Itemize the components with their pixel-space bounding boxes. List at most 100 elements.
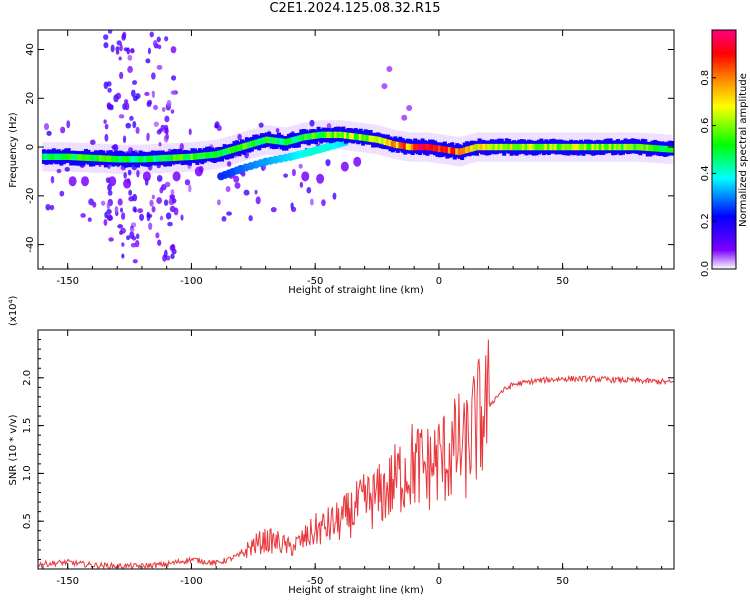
spectrogram-trace-core	[460, 148, 464, 155]
spectrogram-x-tick-label: -150	[56, 276, 79, 287]
spectrogram-trace-core	[546, 143, 551, 151]
spectrogram-trace-core	[314, 132, 318, 139]
spectrogram-noise-point	[128, 189, 133, 196]
spectrogram-noise-point	[237, 133, 242, 141]
spectrogram-noise-point	[114, 206, 119, 214]
spectrogram-noise-point	[123, 172, 127, 179]
spectrogram-blob	[386, 66, 393, 73]
spectrogram-noise-point	[103, 119, 107, 124]
spectrogram-noise-point	[159, 215, 164, 221]
spectrogram-trace-core	[304, 133, 308, 141]
spectrogram-trace-core	[531, 143, 536, 151]
spectrogram-noise-point	[127, 169, 132, 176]
spectrogram-trace-core	[91, 154, 95, 162]
spectrogram-trace-core	[140, 156, 145, 163]
snr-plot: -150 -100 -50 0 50 0.5 1.0 1.5 2.0 Height of str…	[8, 295, 675, 596]
spectrogram-trace-core	[393, 141, 397, 148]
spectrogram-trace-core	[428, 144, 432, 151]
spectrogram-trace-core	[420, 143, 425, 151]
snr-y-axis-label: SNR (10 * v/v)	[8, 414, 19, 485]
snr-x-tick-label: -150	[56, 576, 79, 587]
spectrogram-trace-core	[569, 143, 573, 151]
spectrogram-x-tick-label: 0	[436, 276, 442, 287]
spectrogram-trace-core	[126, 156, 130, 163]
spectrogram-trace-core	[363, 134, 368, 142]
spectrogram-noise-point	[164, 181, 171, 188]
spectrogram-trace-core	[571, 143, 576, 151]
spectrogram-noise-point	[248, 215, 253, 222]
spectrogram-noise-point	[152, 104, 159, 111]
spectrogram-trace-core	[606, 143, 610, 151]
spectrogram-noise-point	[156, 174, 163, 182]
spectrogram-trace-core	[618, 143, 623, 151]
spectrogram-trace-core	[108, 155, 113, 163]
spectrogram-trace-core	[284, 139, 288, 146]
spectrogram-trace-core	[316, 132, 321, 139]
spectrogram-trace-core	[455, 148, 459, 155]
colorbar-frame	[711, 29, 737, 270]
spectrogram-noise-point	[135, 126, 140, 134]
spectrogram-trace-core	[564, 143, 568, 151]
spectrogram-trace-core	[267, 136, 271, 144]
spectrogram-trace-core	[244, 142, 249, 149]
spectrogram-noise-point	[103, 81, 109, 90]
spectrogram-noise-point	[309, 198, 314, 206]
spectrogram-noise-point	[104, 211, 108, 219]
spectrogram-y-tick-label: 20	[25, 92, 36, 105]
spectrogram-noise-point	[270, 206, 277, 213]
spectrogram-trace-core	[442, 146, 447, 153]
spectrogram-trace-core	[252, 140, 256, 147]
spectrogram-trace-core	[655, 145, 660, 152]
spectrogram-trace-core	[507, 143, 511, 151]
spectrogram-trace-core	[371, 135, 375, 143]
spectrogram-noise-point	[135, 93, 141, 100]
spectrogram-noise-point	[156, 129, 162, 135]
spectrogram-trace-core	[311, 132, 316, 140]
spectrogram-trace-core	[625, 143, 630, 151]
spectrogram-noise-point	[157, 44, 162, 50]
spectrogram-noise-point	[170, 253, 175, 260]
spectrogram-trace-core	[450, 147, 454, 154]
spectrogram-trace-core	[333, 131, 338, 139]
spectrogram-trace-core	[116, 156, 120, 163]
spectrogram-trace-core	[383, 138, 387, 146]
spectrogram-trace-core	[445, 146, 449, 154]
spectrogram-noise-point	[145, 58, 151, 64]
spectrogram-noise-point	[146, 136, 150, 142]
colorbar-tick-label: 0.0	[700, 261, 711, 277]
spectrogram-trace-core	[160, 155, 165, 162]
spectrogram-noise-point	[56, 168, 62, 174]
spectrogram-noise-point	[164, 249, 168, 258]
colorbar: 0.0 0.2 0.4 0.6 0.8 Normalized spectral ampl…	[700, 29, 749, 277]
spectrogram-trace-core	[628, 143, 632, 151]
spectrogram-trace-core	[331, 131, 335, 139]
spectrogram-noise-point	[45, 203, 51, 211]
spectrogram-noise-point	[153, 121, 159, 127]
spectrogram-trace-core	[462, 147, 467, 154]
spectrogram-trace-core	[497, 143, 501, 151]
spectrogram-trace-core	[113, 155, 118, 163]
spectrogram-noise-point	[132, 259, 138, 264]
spectrogram-noise-point	[121, 242, 125, 247]
spectrogram-noise-point	[290, 202, 294, 210]
spectrogram-trace-core	[207, 151, 212, 159]
spectrogram-noise-point	[87, 217, 92, 222]
spectrogram-trace-core	[648, 144, 652, 152]
snr-marks	[38, 339, 674, 569]
snr-series-line	[38, 339, 674, 569]
spectrogram-trace-core	[64, 153, 68, 160]
spectrogram-noise-point	[111, 144, 117, 150]
colorbar-ticks: 0.0 0.2 0.4 0.6 0.8	[700, 70, 716, 277]
spectrogram-trace-core	[479, 143, 484, 151]
spectrogram-noise-point	[125, 122, 132, 129]
spectrogram-trace-core	[539, 143, 543, 151]
spectrogram-trace-core	[593, 143, 598, 151]
spectrogram-trace-core	[388, 140, 392, 147]
spectrogram-trace-core	[499, 143, 504, 151]
spectrogram-blob	[123, 178, 132, 189]
spectrogram-trace-core	[529, 143, 533, 151]
spectrogram-trace-core	[123, 156, 128, 163]
spectrogram-noise-point	[66, 120, 71, 129]
spectrogram-marks	[41, 30, 674, 264]
spectrogram-frame	[37, 29, 675, 270]
